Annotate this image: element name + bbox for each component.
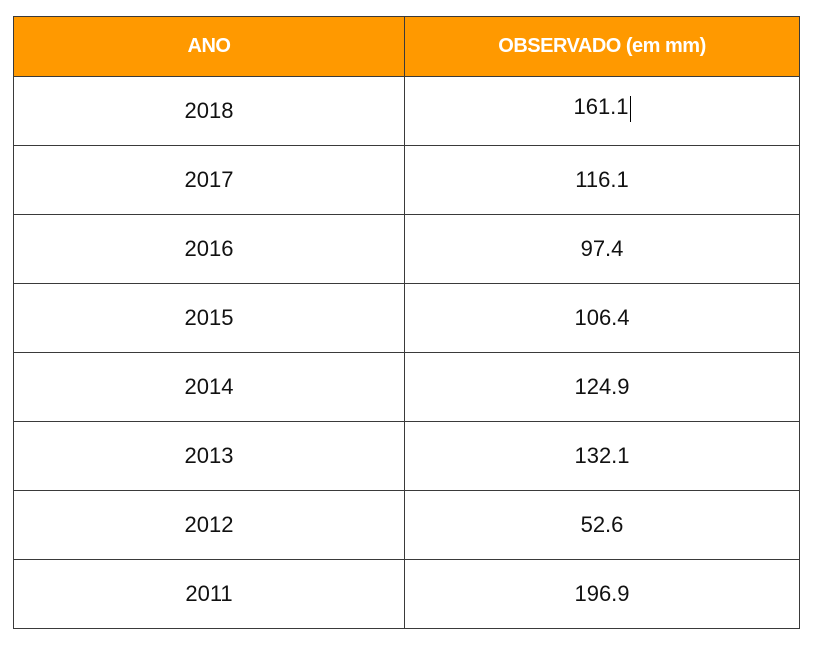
table-row: 2013 132.1: [13, 421, 800, 491]
table-row: 2014 124.9: [13, 352, 800, 422]
cell-observed[interactable]: 196.9: [404, 559, 800, 629]
header-observed: OBSERVADO (em mm): [404, 16, 800, 77]
cell-observed-value: 161.1: [573, 94, 629, 120]
cell-year[interactable]: 2017: [13, 145, 405, 215]
cell-observed[interactable]: 52.6: [404, 490, 800, 560]
table-row: 2017 116.1: [13, 145, 800, 215]
cell-observed[interactable]: 116.1: [404, 145, 800, 215]
cell-observed[interactable]: 132.1: [404, 421, 800, 491]
table-row: 2015 106.4: [13, 283, 800, 353]
header-year: ANO: [13, 16, 405, 77]
cell-year[interactable]: 2013: [13, 421, 405, 491]
table-row: 2011 196.9: [13, 559, 800, 629]
cell-year[interactable]: 2011: [13, 559, 405, 629]
cell-year[interactable]: 2016: [13, 214, 405, 284]
cell-year[interactable]: 2015: [13, 283, 405, 353]
cell-year[interactable]: 2014: [13, 352, 405, 422]
text-cursor: [629, 95, 631, 122]
table-row: 2016 97.4: [13, 214, 800, 284]
table-row: 2012 52.6: [13, 490, 800, 560]
observations-table: ANO OBSERVADO (em mm) 2018 161.1 2017 11…: [13, 16, 800, 629]
cell-observed[interactable]: 124.9: [404, 352, 800, 422]
cell-year[interactable]: 2012: [13, 490, 405, 560]
cell-observed[interactable]: 97.4: [404, 214, 800, 284]
cell-observed[interactable]: 161.1: [404, 76, 800, 146]
table-row: 2018 161.1: [13, 76, 800, 146]
table-header-row: ANO OBSERVADO (em mm): [13, 16, 800, 77]
cell-year[interactable]: 2018: [13, 76, 405, 146]
cell-observed[interactable]: 106.4: [404, 283, 800, 353]
